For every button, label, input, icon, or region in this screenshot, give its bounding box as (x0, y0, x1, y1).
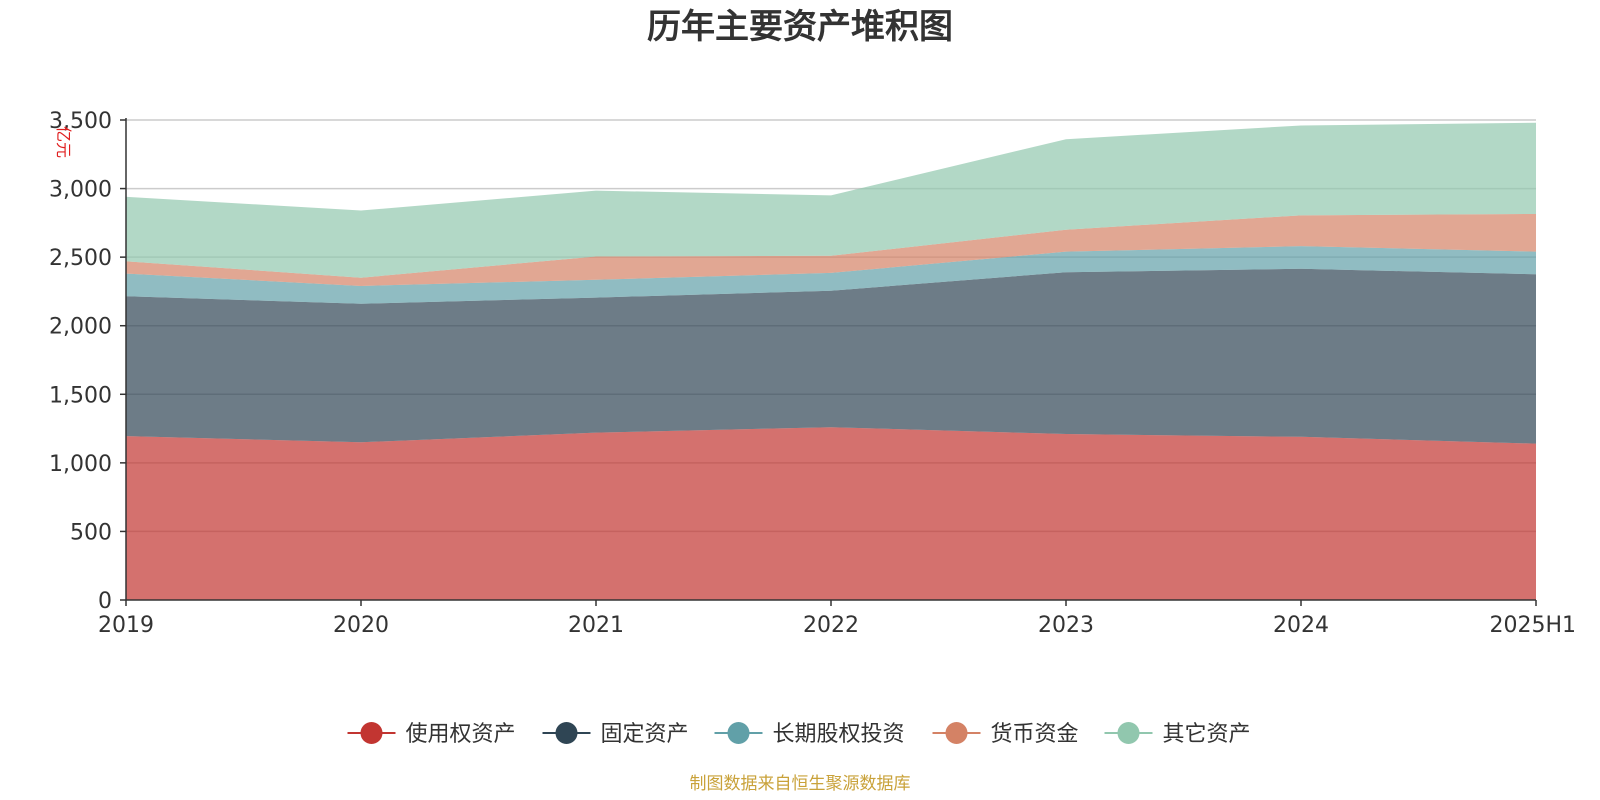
data-source-note: 制图数据来自恒生聚源数据库 (690, 774, 911, 794)
x-tick-label: 2020 (333, 613, 389, 638)
area-series-3 (126, 213, 1536, 286)
legend-label: 其它资产 (1163, 722, 1251, 747)
stacked-areas (126, 122, 1536, 600)
x-tick-label: 2023 (1038, 613, 1094, 638)
area-series-1 (126, 268, 1536, 444)
legend-label: 使用权资产 (406, 722, 516, 747)
x-tick-label: 2021 (568, 613, 624, 638)
x-tick-label: 2019 (98, 613, 154, 638)
legend-item-4[interactable]: 其它资产 (1104, 722, 1251, 747)
x-tick-label: 2025H1 (1489, 613, 1576, 638)
axes: 0 500 1,000 1,500 2,000 2,500 3,000 3,500 2019 20… (49, 109, 1576, 638)
area-series-2 (126, 246, 1536, 304)
y-tick-label: 500 (70, 520, 112, 545)
legend-item-1[interactable]: 固定资产 (542, 722, 689, 747)
legend-item-2[interactable]: 长期股权投资 (714, 722, 905, 747)
y-tick-label: 3,500 (49, 109, 112, 134)
x-tick-label: 2024 (1273, 613, 1329, 638)
area-series-4 (126, 122, 1536, 278)
legend-item-3[interactable]: 货币资金 (932, 722, 1079, 747)
legend-marker (945, 722, 968, 744)
legend-marker (1117, 722, 1140, 744)
y-tick-label: 0 (98, 589, 112, 614)
area-series-0 (126, 427, 1536, 600)
legend-marker (555, 722, 578, 744)
legend-label: 固定资产 (601, 722, 689, 747)
y-tick-label: 2,500 (49, 246, 112, 271)
y-tick-label: 3,000 (49, 178, 112, 203)
y-tick-label: 1,500 (49, 383, 112, 408)
legend-item-0[interactable]: 使用权资产 (347, 722, 516, 747)
x-tick-label: 2022 (803, 613, 859, 638)
legend[interactable]: 使用权资产 固定资产 长期股权投资 货币资金 其它资产 (347, 722, 1251, 747)
chart-title: 历年主要资产堆积图 (647, 7, 953, 47)
legend-label: 长期股权投资 (773, 722, 905, 747)
y-tick-label: 2,000 (49, 315, 112, 340)
y-tick-label: 1,000 (49, 452, 112, 477)
legend-marker (360, 722, 383, 744)
y-axis-unit-label: 亿元 (54, 126, 73, 158)
legend-label: 货币资金 (991, 722, 1079, 747)
legend-marker (727, 722, 750, 744)
